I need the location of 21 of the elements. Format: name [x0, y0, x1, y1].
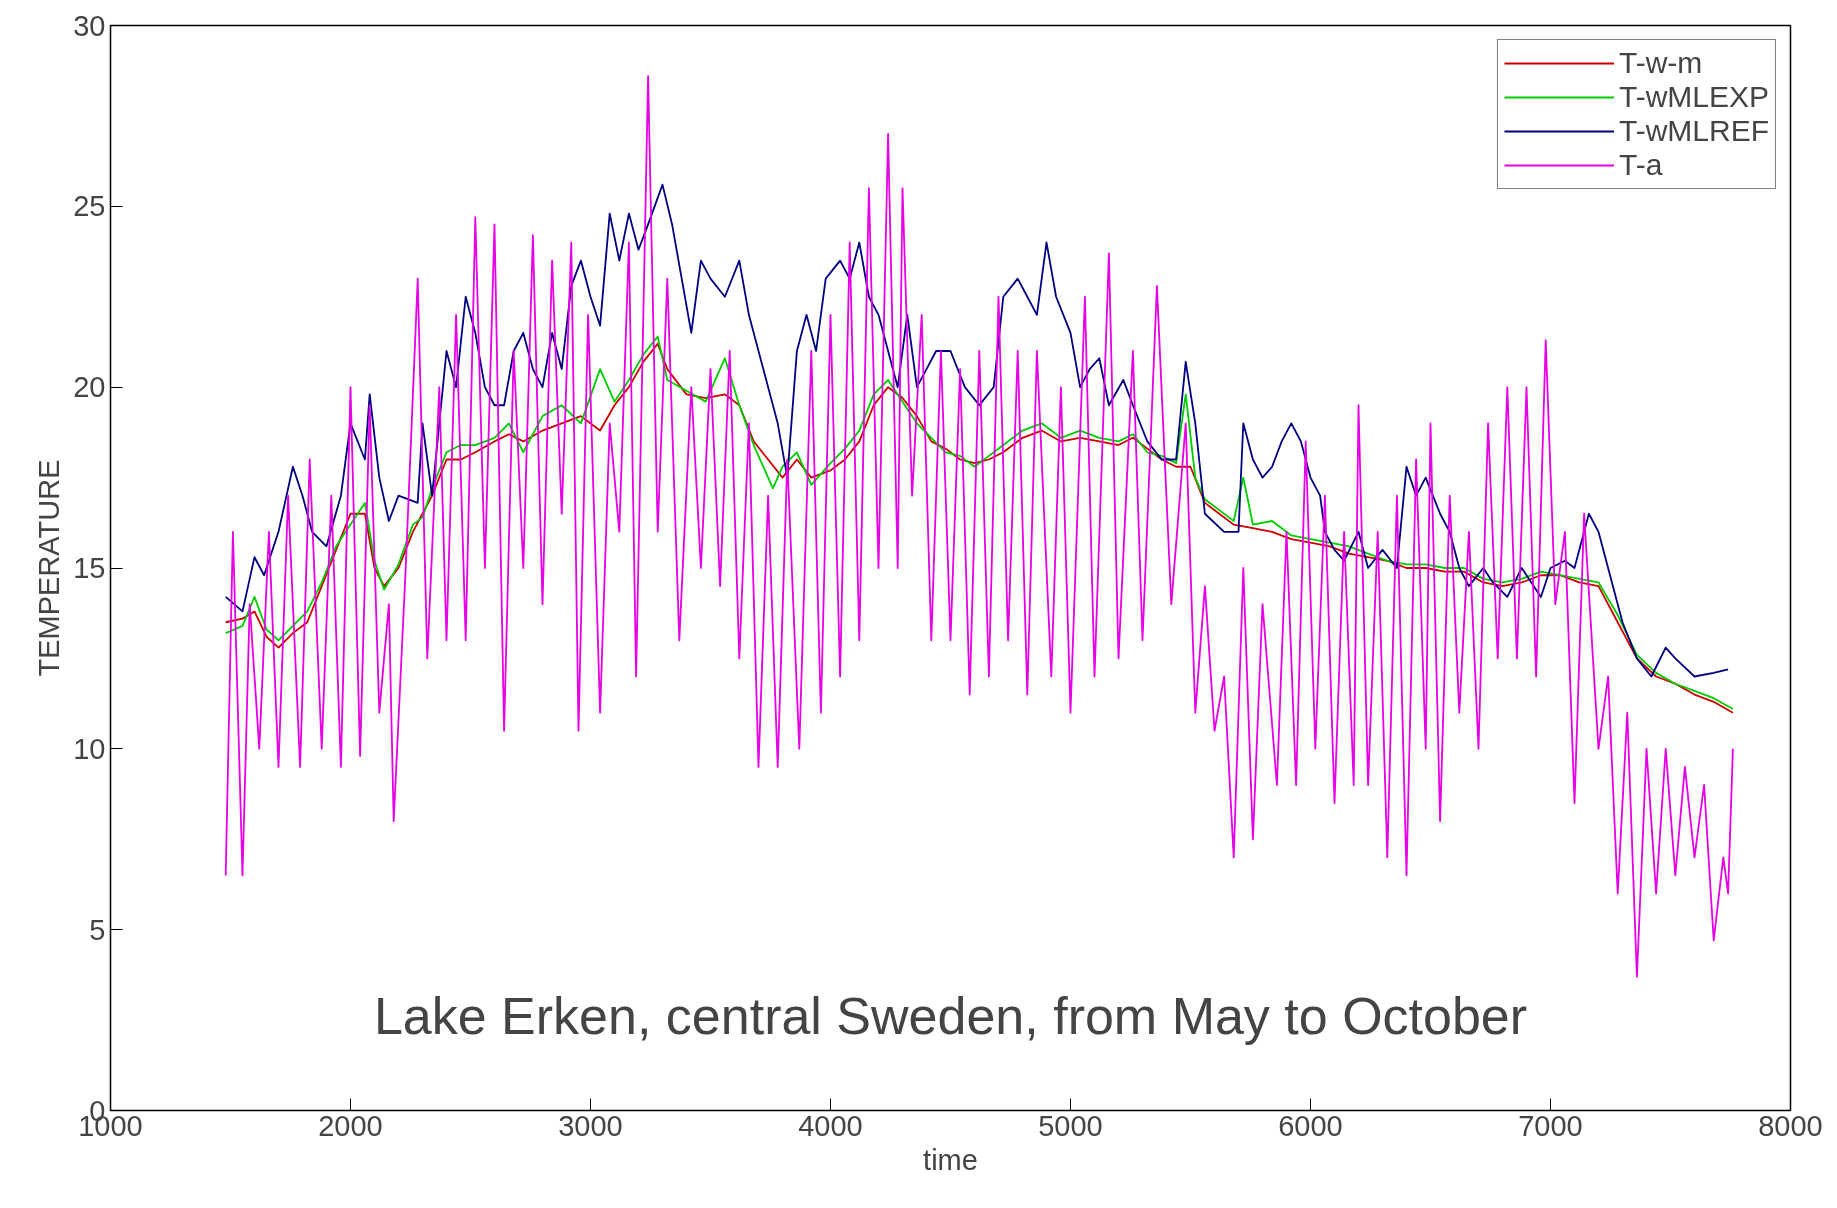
- legend-label: T-a: [1618, 148, 1663, 182]
- y-tick-label: 10: [73, 732, 106, 765]
- x-tick-label: 2000: [318, 1109, 383, 1142]
- y-tick-label: 20: [73, 371, 106, 404]
- legend-label: T-wMLEXP: [1618, 80, 1769, 114]
- x-tick-label: 5000: [1038, 1109, 1103, 1142]
- x-tick-label: 4000: [798, 1109, 863, 1142]
- y-tick-label: 25: [73, 190, 106, 223]
- x-tick-label: 6000: [1278, 1109, 1343, 1142]
- x-tick-label: 7000: [1518, 1109, 1583, 1142]
- y-axis-title: TEMPERATURE: [33, 459, 66, 677]
- annotation: Lake Erken, central Sweden, from May to October: [373, 987, 1528, 1046]
- y-tick-label: 15: [73, 552, 106, 584]
- y-tick-label: 30: [73, 9, 106, 42]
- x-tick-label: 8000: [1758, 1109, 1823, 1142]
- y-tick-label: 5: [89, 913, 106, 946]
- line-series: [224, 183, 1729, 678]
- x-axis-title: time: [923, 1143, 978, 1176]
- legend-label: T-wMLREF: [1618, 114, 1769, 148]
- legend-label: T-w-m: [1618, 46, 1703, 80]
- x-tick-label: 3000: [558, 1109, 623, 1142]
